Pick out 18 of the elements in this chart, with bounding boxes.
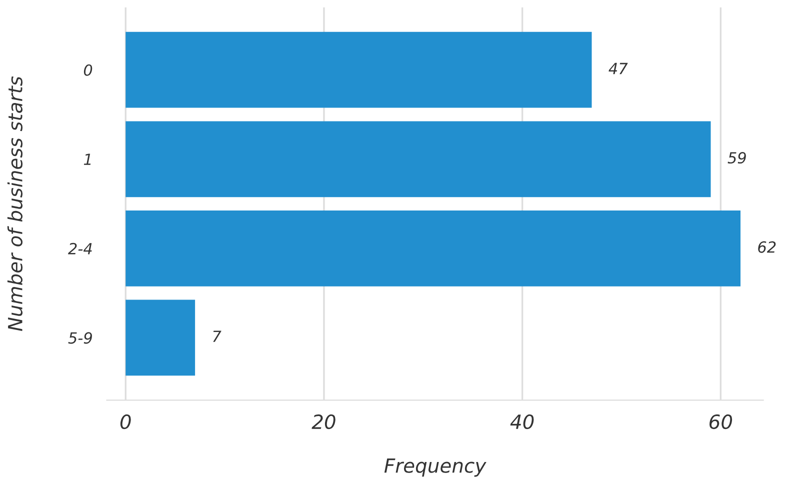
- data-label: 59: [728, 152, 746, 164]
- data-label: 7: [213, 330, 222, 342]
- data-label: 62: [758, 241, 776, 253]
- x-tick-label: 60: [710, 414, 732, 430]
- y-tick-label: 0: [84, 64, 92, 76]
- x-axis-title: Frequency: [384, 458, 486, 477]
- bar: [126, 210, 741, 286]
- data-label: 47: [608, 62, 628, 74]
- bar: [126, 121, 711, 198]
- y-tick-label: 5-9: [68, 332, 92, 344]
- y-tick-label: 2-4: [68, 242, 92, 254]
- x-tick-label: 0: [120, 414, 131, 430]
- y-axis-title: Number of business starts: [7, 76, 23, 332]
- y-tick-label: 1: [84, 154, 91, 165]
- x-tick-label: 20: [312, 414, 336, 430]
- bar: [126, 32, 592, 108]
- x-tick-label: 40: [510, 414, 534, 430]
- bar: [126, 300, 196, 376]
